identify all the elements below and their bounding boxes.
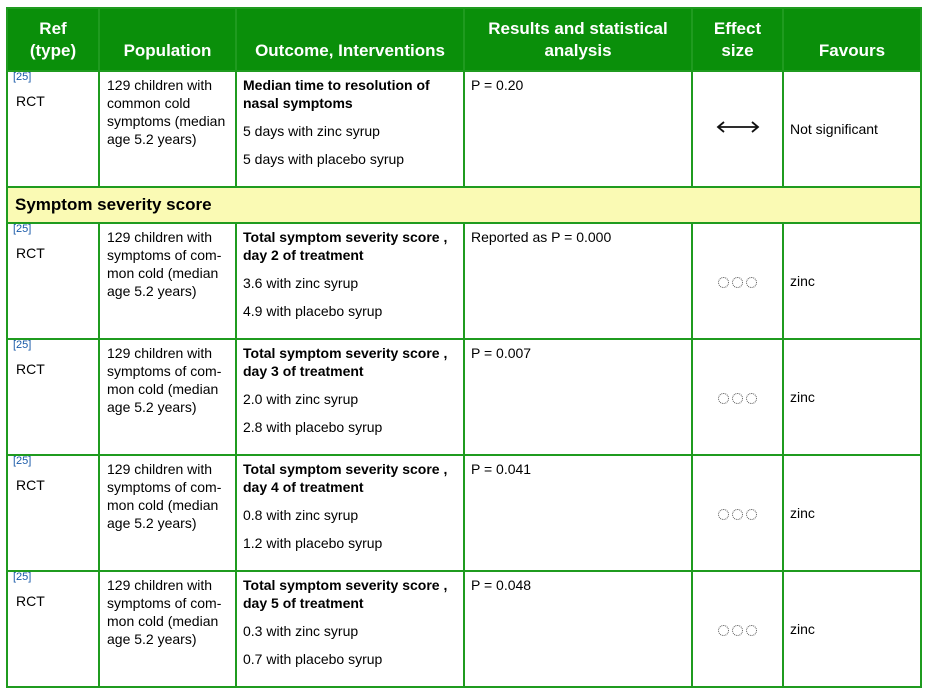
section-title: Symptom severity score (6, 186, 922, 224)
study-type: RCT (16, 245, 45, 261)
header-row: Ref (type) Population Outcome, Interventi… (6, 7, 922, 72)
effect-size-cell (691, 570, 784, 688)
intervention-arm: 3.6 with zinc syrup (243, 275, 359, 291)
population-cell: 129 children with symptoms of com-mon co… (98, 222, 237, 340)
effect-size-cell (691, 338, 784, 456)
results-cell: P = 0.20 (463, 70, 693, 188)
table-row: [25] RCT 129 children with symptoms of c… (6, 454, 922, 572)
intervention-arm: 5 days with zinc syrup (243, 123, 380, 139)
reference-link[interactable]: [25] (13, 339, 32, 351)
reference-link[interactable]: [25] (13, 71, 32, 83)
intervention-arm: 0.8 with zinc syrup (243, 507, 359, 523)
population-cell: 129 children with symptoms of com-mon co… (98, 454, 237, 572)
results-cell: P = 0.041 (463, 454, 693, 572)
favours-cell: zinc (782, 338, 922, 456)
header-favours: Favours (782, 7, 922, 72)
outcome-cell: Total symptom severity score , day 5 of … (235, 570, 465, 688)
ref-cell: [25] RCT (6, 222, 100, 340)
table-row: [25] RCT 129 children with symptoms of c… (6, 338, 922, 456)
header-outcome: Outcome, Interventions (235, 7, 465, 72)
results-cell: P = 0.007 (463, 338, 693, 456)
favours-cell: zinc (782, 570, 922, 688)
reference-link[interactable]: [25] (13, 223, 32, 235)
intervention-arm: 2.0 with zinc syrup (243, 391, 359, 407)
study-type: RCT (16, 477, 45, 493)
population-cell: 129 children with symptoms of com-mon co… (98, 338, 237, 456)
comparator-arm: 4.9 with placebo syrup (243, 303, 383, 319)
effect-size-cell (691, 454, 784, 572)
table-row: [25] RCT 129 children with symptoms of c… (6, 570, 922, 688)
outcome-title: Total symptom severity score , day 5 of … (243, 577, 448, 611)
ref-cell: [25] RCT (6, 570, 100, 688)
outcome-cell: Total symptom severity score , day 4 of … (235, 454, 465, 572)
header-results: Results and statistical analysis (463, 7, 693, 72)
three-empty-circles-icon (718, 392, 757, 404)
results-cell: P = 0.048 (463, 570, 693, 688)
evidence-table: Ref (type) Population Outcome, Interventi… (6, 7, 922, 688)
comparator-arm: 0.7 with placebo syrup (243, 651, 383, 667)
three-empty-circles-icon (718, 624, 757, 636)
section-row: Symptom severity score (6, 186, 922, 224)
study-type: RCT (16, 93, 45, 109)
comparator-arm: 1.2 with placebo syrup (243, 535, 383, 551)
ref-cell: [25] RCT (6, 454, 100, 572)
ref-cell: [25] RCT (6, 70, 100, 188)
table-row: [25] RCT 129 children with common cold s… (6, 70, 922, 188)
comparator-arm: 5 days with placebo syrup (243, 151, 405, 167)
effect-size-cell (691, 222, 784, 340)
outcome-title: Total symptom severity score , day 4 of … (243, 461, 448, 495)
study-type: RCT (16, 593, 45, 609)
outcome-cell: Total symptom severity score , day 2 of … (235, 222, 465, 340)
effect-size-cell (691, 70, 784, 188)
population-cell: 129 children with common cold symptoms (… (98, 70, 237, 188)
header-effect-size: Effect size (691, 7, 784, 72)
favours-cell: zinc (782, 222, 922, 340)
header-ref: Ref (type) (6, 7, 100, 72)
intervention-arm: 0.3 with zinc syrup (243, 623, 359, 639)
ref-cell: [25] RCT (6, 338, 100, 456)
three-empty-circles-icon (718, 508, 757, 520)
header-population: Population (98, 7, 237, 72)
double-headed-arrow-icon (715, 120, 761, 138)
outcome-title: Total symptom severity score , day 2 of … (243, 229, 448, 263)
study-type: RCT (16, 361, 45, 377)
three-empty-circles-icon (718, 276, 757, 288)
outcome-cell: Total symptom severity score , day 3 of … (235, 338, 465, 456)
population-cell: 129 children with symptoms of com-mon co… (98, 570, 237, 688)
table-row: [25] RCT 129 children with symptoms of c… (6, 222, 922, 340)
outcome-cell: Median time to resolution of nasal sympt… (235, 70, 465, 188)
reference-link[interactable]: [25] (13, 455, 32, 467)
outcome-title: Total symptom severity score , day 3 of … (243, 345, 448, 379)
favours-cell: zinc (782, 454, 922, 572)
results-cell: Reported as P = 0.000 (463, 222, 693, 340)
reference-link[interactable]: [25] (13, 571, 32, 583)
outcome-title: Median time to resolution of nasal sympt… (243, 77, 430, 111)
comparator-arm: 2.8 with placebo syrup (243, 419, 383, 435)
favours-cell: Not significant (782, 70, 922, 188)
